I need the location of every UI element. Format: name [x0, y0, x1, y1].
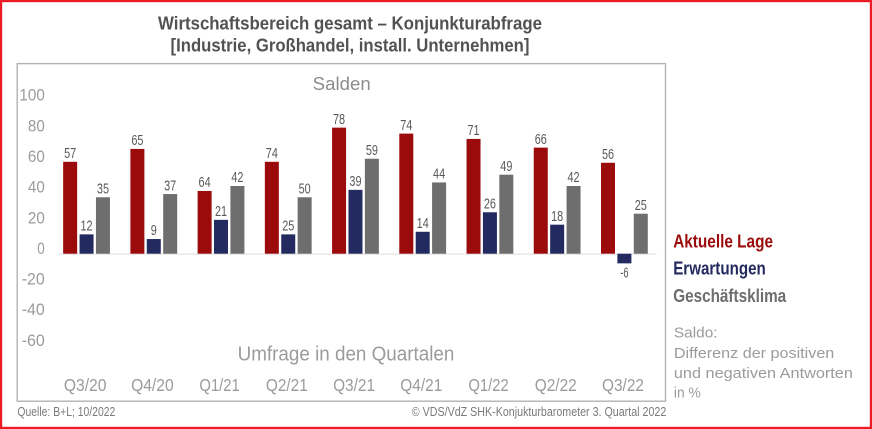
svg-text:100: 100 — [19, 86, 44, 105]
svg-text:-20: -20 — [22, 270, 45, 289]
svg-text:74: 74 — [266, 146, 278, 162]
svg-text:9: 9 — [151, 223, 157, 239]
svg-text:50: 50 — [299, 182, 311, 198]
svg-text:in %: in % — [674, 384, 701, 401]
svg-text:44: 44 — [433, 167, 445, 183]
svg-text:57: 57 — [64, 146, 76, 162]
svg-text:59: 59 — [366, 143, 378, 159]
svg-text:Q4/20: Q4/20 — [131, 375, 174, 395]
svg-text:74: 74 — [400, 118, 412, 134]
svg-text:20: 20 — [28, 208, 45, 227]
svg-text:Differenz der positiven: Differenz der positiven — [674, 345, 834, 362]
svg-text:Erwartungen: Erwartungen — [673, 258, 766, 279]
svg-text:0: 0 — [37, 239, 45, 258]
svg-text:60: 60 — [28, 147, 45, 166]
svg-text:-60: -60 — [22, 331, 45, 350]
svg-text:42: 42 — [231, 170, 243, 186]
svg-text:49: 49 — [500, 159, 512, 175]
svg-text:Wirtschaftsbereich gesamt – Ko: Wirtschaftsbereich gesamt – Konjunkturab… — [158, 14, 542, 34]
svg-text:71: 71 — [467, 123, 479, 139]
svg-text:42: 42 — [568, 170, 580, 186]
svg-text:26: 26 — [484, 197, 496, 213]
svg-text:Saldo:: Saldo: — [674, 325, 718, 342]
svg-text:Q3/22: Q3/22 — [602, 375, 644, 395]
svg-text:18: 18 — [551, 209, 563, 225]
svg-text:40: 40 — [28, 178, 45, 197]
svg-text:78: 78 — [333, 112, 345, 128]
svg-text:und negativen Antworten: und negativen Antworten — [674, 365, 853, 382]
svg-text:Salden: Salden — [313, 73, 371, 94]
svg-text:Quelle: B+L; 10/2022: Quelle: B+L; 10/2022 — [17, 405, 115, 419]
svg-text:-6: -6 — [620, 265, 628, 281]
svg-text:14: 14 — [417, 216, 429, 232]
svg-text:25: 25 — [635, 198, 647, 214]
svg-text:56: 56 — [602, 147, 614, 163]
svg-text:Q1/21: Q1/21 — [199, 375, 239, 395]
svg-text:Q3/20: Q3/20 — [64, 375, 107, 395]
svg-text:Umfrage in den Quartalen: Umfrage in den Quartalen — [238, 344, 455, 366]
svg-text:Q2/22: Q2/22 — [535, 375, 577, 395]
svg-text:12: 12 — [81, 219, 93, 235]
svg-text:Q3/21: Q3/21 — [333, 375, 375, 395]
svg-text:25: 25 — [282, 219, 294, 235]
svg-text:65: 65 — [131, 133, 143, 149]
svg-text:21: 21 — [215, 204, 227, 220]
svg-text:64: 64 — [199, 175, 211, 191]
svg-text:35: 35 — [97, 182, 109, 198]
svg-text:66: 66 — [535, 132, 547, 148]
svg-text:37: 37 — [164, 178, 176, 194]
svg-text:Q4/21: Q4/21 — [400, 375, 442, 395]
svg-text:© VDS/VdZ SHK-Konjukturbaromet: © VDS/VdZ SHK-Konjukturbarometer 3. Quar… — [412, 405, 667, 419]
svg-text:39: 39 — [349, 174, 361, 190]
svg-text:Geschäftsklima: Geschäftsklima — [673, 286, 786, 307]
svg-text:Aktuelle Lage: Aktuelle Lage — [673, 231, 773, 252]
svg-text:Q2/21: Q2/21 — [266, 375, 308, 395]
svg-text:Q1/22: Q1/22 — [468, 375, 508, 395]
svg-text:[Industrie, Großhandel, instal: [Industrie, Großhandel, install. Unterne… — [171, 35, 530, 55]
svg-text:-40: -40 — [22, 300, 45, 319]
svg-text:80: 80 — [28, 116, 45, 135]
